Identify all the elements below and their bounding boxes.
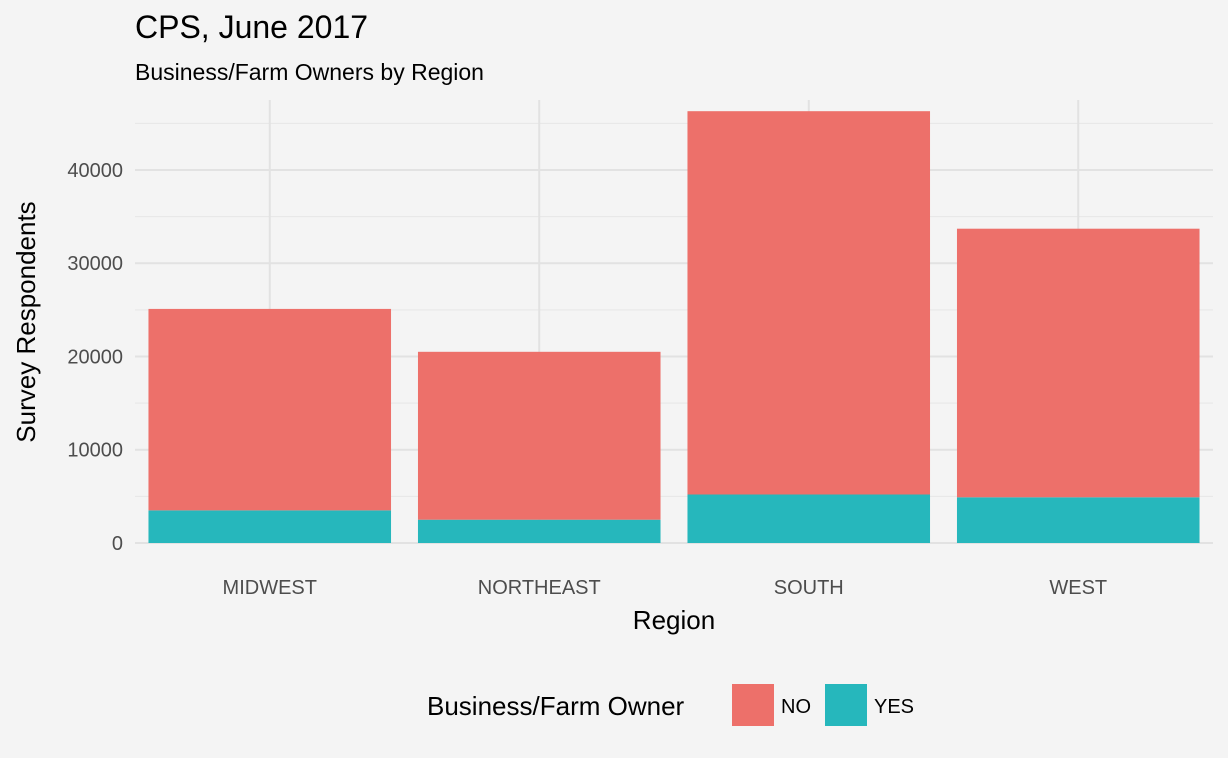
bar-northeast-yes — [417, 519, 661, 543]
y-axis-ticks: 0 10000 20000 30000 40000 — [67, 160, 123, 555]
y-tick-label: 40000 — [67, 160, 123, 182]
legend-label-no: NO — [781, 696, 811, 718]
chart-title: CPS, June 2017 — [135, 9, 368, 45]
y-tick-label: 0 — [112, 533, 123, 555]
bar-south-no — [687, 111, 931, 495]
legend-swatch-yes — [825, 684, 867, 726]
x-tick-label: MIDWEST — [223, 577, 317, 599]
x-tick-label: WEST — [1049, 577, 1107, 599]
y-tick-label: 20000 — [67, 346, 123, 368]
bar-midwest-yes — [148, 510, 392, 543]
bar-west-yes — [956, 497, 1200, 543]
legend-title: Business/Farm Owner — [427, 691, 685, 721]
y-axis-title: Survey Respondents — [11, 201, 41, 442]
legend-label-yes: YES — [874, 696, 914, 718]
x-axis-title: Region — [633, 605, 715, 635]
x-tick-label: NORTHEAST — [478, 577, 601, 599]
bar-midwest-no — [148, 308, 392, 511]
bar-northeast-no — [417, 351, 661, 520]
y-tick-label: 10000 — [67, 440, 123, 462]
bar-west-no — [956, 228, 1200, 498]
legend: Business/Farm Owner NO YES — [427, 684, 914, 726]
x-axis-ticks: MIDWEST NORTHEAST SOUTH WEST — [223, 577, 1108, 599]
bars — [148, 111, 1200, 543]
bar-south-yes — [687, 494, 931, 543]
chart-subtitle: Business/Farm Owners by Region — [135, 59, 484, 85]
legend-swatch-no — [732, 684, 774, 726]
y-tick-label: 30000 — [67, 253, 123, 275]
x-tick-label: SOUTH — [774, 577, 844, 599]
